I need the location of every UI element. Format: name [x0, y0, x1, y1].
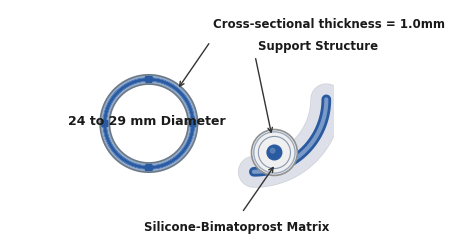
- Circle shape: [270, 148, 275, 153]
- Polygon shape: [146, 165, 152, 170]
- Circle shape: [267, 145, 282, 160]
- Polygon shape: [102, 120, 108, 127]
- Text: Support Structure: Support Structure: [257, 40, 378, 53]
- Polygon shape: [190, 120, 196, 127]
- Circle shape: [252, 129, 297, 175]
- Text: Cross-sectional thickness = 1.0mm: Cross-sectional thickness = 1.0mm: [213, 18, 445, 31]
- Text: 24 to 29 mm Diameter: 24 to 29 mm Diameter: [68, 115, 225, 128]
- Polygon shape: [146, 77, 152, 82]
- Text: Silicone-Bimatoprost Matrix: Silicone-Bimatoprost Matrix: [144, 221, 330, 234]
